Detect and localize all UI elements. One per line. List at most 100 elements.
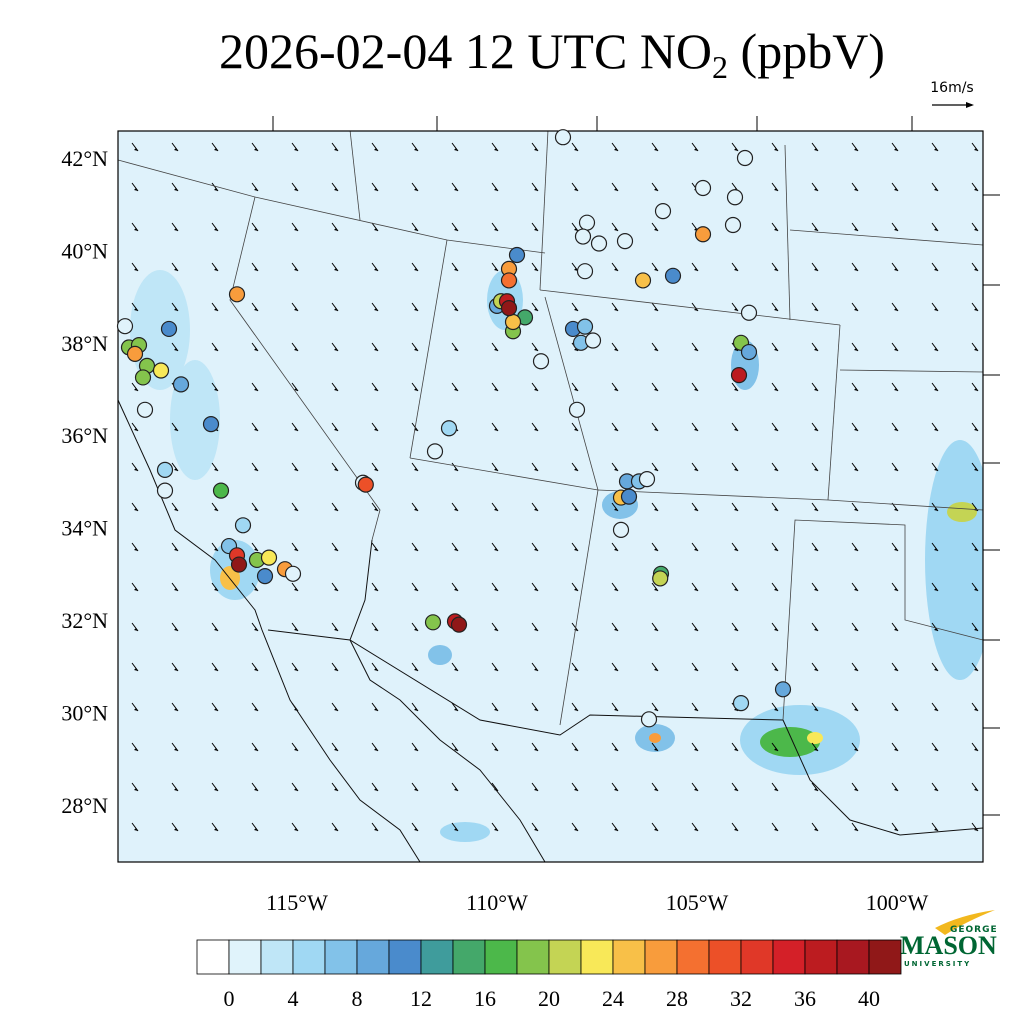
lon-label: 110°W <box>466 890 528 915</box>
station <box>652 570 669 587</box>
station <box>620 488 638 505</box>
lat-label: 36°N <box>61 423 108 448</box>
colorbar-label: 28 <box>666 986 688 1011</box>
station <box>136 401 154 418</box>
station <box>152 362 170 379</box>
lat-label: 38°N <box>61 331 108 356</box>
colorbar-box <box>388 939 422 975</box>
colorbar-box <box>260 939 294 975</box>
colorbar-box <box>292 939 326 975</box>
lon-label: 115°W <box>266 890 328 915</box>
station <box>160 320 178 338</box>
lat-label: 28°N <box>61 793 108 818</box>
logo-main: MASON <box>900 931 997 960</box>
station <box>584 332 602 349</box>
lat-label: 42°N <box>61 146 108 171</box>
station <box>500 300 518 317</box>
station <box>260 549 278 566</box>
title-units: (ppbV) <box>728 23 885 79</box>
colorbar-box <box>708 939 742 975</box>
station <box>230 556 248 573</box>
station <box>578 214 596 231</box>
station <box>134 369 152 386</box>
colorbar-box <box>580 939 614 975</box>
station <box>694 179 712 197</box>
logo-bottom: UNIVERSITY <box>904 960 971 968</box>
colorbar-label: 32 <box>730 986 752 1011</box>
title-subscript: 2 <box>712 49 729 85</box>
station <box>284 565 302 582</box>
colorbar-box <box>356 939 390 975</box>
station <box>640 711 658 728</box>
colorbar-box <box>836 939 870 975</box>
station <box>424 614 442 631</box>
lat-label: 30°N <box>61 700 108 725</box>
lon-label: 105°W <box>666 890 729 915</box>
title-main: 2026-02-04 12 UTC NO <box>219 23 713 79</box>
station <box>126 345 144 362</box>
station <box>576 318 594 335</box>
station <box>634 272 652 289</box>
colorbar-label: 8 <box>352 986 363 1011</box>
lat-label: 32°N <box>61 608 108 633</box>
station <box>504 313 522 331</box>
colorbar-label: 36 <box>794 986 816 1011</box>
colorbar-box <box>676 939 710 975</box>
logo: GEORGE MASON UNIVERSITY <box>900 910 998 968</box>
station <box>508 246 526 264</box>
station <box>732 695 750 712</box>
station <box>532 353 550 370</box>
colorbar-label: 24 <box>602 986 624 1011</box>
lat-label: 40°N <box>61 238 108 263</box>
station <box>500 272 518 289</box>
logo-top: GEORGE <box>950 925 998 935</box>
station <box>116 318 134 335</box>
colorbar-box <box>548 939 582 975</box>
station <box>774 681 792 698</box>
station <box>256 568 274 585</box>
colorbar-box <box>196 939 230 975</box>
colorbar-label: 4 <box>288 986 299 1011</box>
colorbar-box <box>644 939 678 975</box>
colorbar-box <box>804 939 838 975</box>
map-frame <box>117 130 984 863</box>
station <box>638 470 656 488</box>
colorbar-box <box>740 939 774 975</box>
station <box>740 304 758 321</box>
colorbar-box <box>452 939 486 975</box>
colorbar-label: 12 <box>410 986 432 1011</box>
station <box>574 228 592 245</box>
station <box>694 226 712 243</box>
station <box>736 149 754 167</box>
station <box>450 616 468 633</box>
colorbar-box <box>612 939 646 975</box>
colorbar-box <box>484 939 518 975</box>
station <box>576 263 594 280</box>
colorbar-label: 40 <box>858 986 880 1011</box>
station <box>590 235 608 252</box>
colorbar-box <box>772 939 806 975</box>
station <box>554 129 572 146</box>
colorbar-box <box>420 939 454 975</box>
station <box>357 476 374 493</box>
map-title: 2026-02-04 12 UTC NO2 (ppbV) <box>0 22 1024 86</box>
station <box>212 482 230 499</box>
wind-reference-label: 16m/s <box>930 80 973 96</box>
station <box>172 376 190 393</box>
station <box>568 401 586 418</box>
station <box>228 286 246 303</box>
station <box>730 367 748 384</box>
station <box>724 216 742 234</box>
wind-reference-arrow <box>932 102 974 108</box>
colorbar-label: 16 <box>474 986 496 1011</box>
station <box>664 267 682 284</box>
station <box>440 420 458 437</box>
colorbar-box <box>516 939 550 975</box>
station <box>426 443 444 460</box>
station <box>740 343 758 361</box>
station <box>156 482 174 499</box>
station <box>654 203 672 220</box>
colorbar-box <box>324 939 358 975</box>
